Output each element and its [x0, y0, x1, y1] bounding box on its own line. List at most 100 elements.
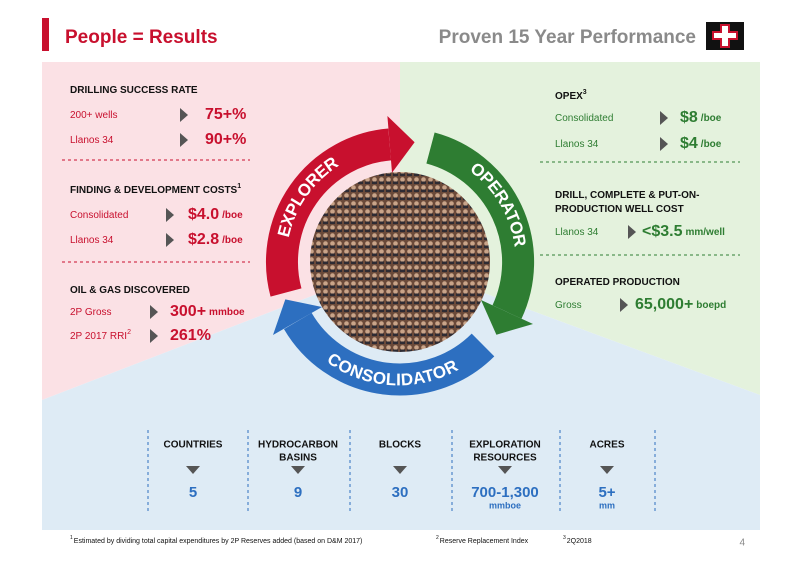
row-label: Llanos 34	[70, 135, 114, 146]
row-label-text: Llanos 34	[555, 227, 599, 238]
stat-label: COUNTRIES	[164, 440, 223, 451]
value-text: $4	[680, 135, 698, 152]
row-value: 75+%	[205, 106, 246, 123]
stat-label: EXPLORATION	[469, 440, 540, 451]
row-value: 300+ mmboe	[170, 303, 245, 320]
row-value: $8/boe	[680, 109, 722, 126]
superscript: 2	[127, 329, 131, 336]
section-title: DRILLING SUCCESS RATE	[70, 85, 198, 96]
stat-value: 700-1,300	[471, 484, 539, 501]
page-number: 4	[739, 538, 745, 549]
row-label-text: Llanos 34	[70, 135, 114, 146]
arrow-head	[273, 299, 322, 335]
superscript: 1	[237, 183, 241, 190]
stat-value: 5	[189, 484, 197, 501]
footnote-text: Estimated by dividing total capital expe…	[74, 538, 363, 545]
row-label: Llanos 34	[555, 227, 599, 238]
arrow	[180, 133, 188, 147]
row-label-text: 2P 2017 RRI	[70, 331, 127, 342]
stat-label: BLOCKS	[379, 440, 422, 451]
row-value: <$3.5 mm/well	[642, 223, 725, 240]
unit: /boe	[222, 235, 243, 246]
footnote: 1Estimated by dividing total capital exp…	[70, 535, 362, 545]
footnote: 32Q2018	[563, 535, 592, 545]
section-title: FINDING & DEVELOPMENT COSTS1	[70, 183, 241, 196]
value-text: $2.8	[188, 231, 219, 248]
row-label-text: 2P Gross	[70, 307, 112, 318]
row-value: $4/boe	[680, 135, 722, 152]
value-text: $4.0	[188, 206, 219, 223]
row-label: Consolidated	[70, 210, 128, 221]
value-text: 75+%	[205, 106, 246, 123]
unit: /boe	[222, 210, 243, 221]
bg-bottom	[42, 262, 760, 530]
stat-value: 9	[294, 484, 302, 501]
section-title: OPERATED PRODUCTION	[555, 277, 680, 288]
value-text: 300+	[170, 303, 206, 320]
unit: mmboe	[209, 307, 245, 318]
photo-circle	[310, 172, 490, 352]
section-title-text: OPEX	[555, 91, 583, 102]
row-label-text: Gross	[555, 300, 582, 311]
arrow	[150, 329, 158, 343]
value-text: <$3.5	[642, 223, 683, 240]
footnote-number: 3	[563, 535, 566, 541]
unit: /boe	[701, 113, 722, 124]
stat-unit: mm	[599, 500, 615, 510]
consolidator-arrow	[283, 312, 495, 396]
logo	[706, 22, 744, 50]
cycle: EXPLORER OPERATOR CONSOLIDATOR	[266, 116, 535, 396]
section-title: OIL & GAS DISCOVERED	[70, 285, 190, 296]
bg-left	[42, 62, 400, 400]
footnote-number: 2	[436, 535, 439, 541]
subtitle: Proven 15 Year Performance	[439, 27, 696, 48]
arrow	[166, 208, 174, 222]
arrow-down	[186, 466, 200, 474]
explorer-arrow	[266, 128, 392, 297]
arrow-down	[291, 466, 305, 474]
section-title: DRILL, COMPLETE & PUT-ON- PRODUCTION WELL…	[555, 190, 699, 215]
stat-label: BASINS	[279, 453, 317, 464]
content: DRILLING SUCCESS RATE 200+ wells 75+% Llano…	[62, 85, 745, 549]
row-label-text: Llanos 34	[555, 139, 599, 150]
row-label-text: 200+ wells	[70, 110, 118, 121]
arrow	[166, 233, 174, 247]
bg-right	[400, 62, 760, 395]
row-value: $4.0/boe	[188, 206, 243, 223]
arrow	[180, 108, 188, 122]
section-title: OPEX3	[555, 89, 587, 102]
value-text: 65,000+	[635, 296, 693, 313]
unit: /boe	[701, 139, 722, 150]
row-label-text: Consolidated	[70, 210, 128, 221]
row-label: 2P Gross	[70, 307, 112, 318]
section-title-text: OPERATED PRODUCTION	[555, 277, 680, 288]
stat-value: 30	[392, 484, 409, 501]
footnote-text: Reserve Replacement Index	[440, 538, 529, 545]
row-label: 2P 2017 RRI2	[70, 329, 131, 342]
arrow	[620, 298, 628, 312]
section-title-text: DRILLING SUCCESS RATE	[70, 85, 198, 96]
stat-label: HYDROCARBON	[258, 440, 338, 451]
stat-label: RESOURCES	[473, 453, 537, 464]
superscript: 3	[583, 89, 587, 96]
section-title-line: PRODUCTION WELL COST	[555, 204, 684, 215]
arrow-down	[393, 466, 407, 474]
arrow	[660, 111, 668, 125]
stat-value: 5+	[598, 484, 615, 501]
unit: boepd	[696, 300, 726, 311]
row-value: 261%	[170, 327, 211, 344]
row-label: Llanos 34	[555, 139, 599, 150]
row-label-text: Llanos 34	[70, 235, 114, 246]
row-value: $2.8/boe	[188, 231, 243, 248]
arrow	[150, 305, 158, 319]
footnote-text: 2Q2018	[567, 538, 592, 545]
arrow	[660, 137, 668, 151]
arrow-head	[481, 300, 533, 335]
title-bar	[42, 18, 49, 51]
footnote-number: 1	[70, 535, 73, 541]
arrow-down	[600, 466, 614, 474]
row-label-text: Consolidated	[555, 113, 613, 124]
section-title-text: FINDING & DEVELOPMENT COSTS	[70, 185, 238, 196]
title: People = Results	[65, 27, 218, 48]
